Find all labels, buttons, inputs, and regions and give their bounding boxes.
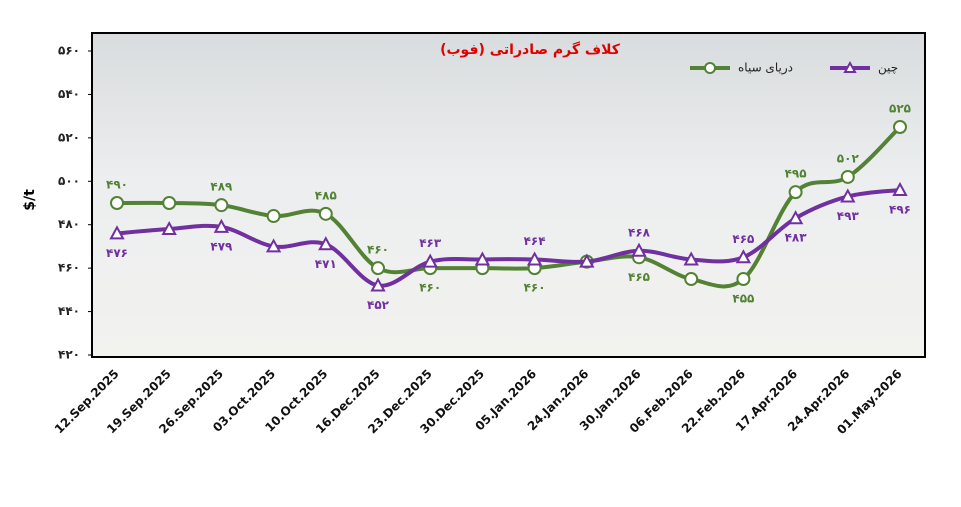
value-label: ۴۵۵ [732,292,754,306]
series-line [116,187,901,288]
legend-label: چین [878,61,898,76]
value-label: ۴۸۹ [210,180,233,194]
point [213,218,230,233]
point [266,209,281,224]
point [526,251,543,266]
value-label: ۴۶۰ [367,243,389,257]
point [109,225,125,240]
value-label: ۴۶۸ [628,225,651,239]
value-label: ۴۵۲ [367,298,390,312]
y-tick-label: ۵۶۰ [58,44,80,58]
point [162,196,177,210]
point [110,196,124,210]
point [214,198,229,213]
y-tick-label: ۵۲۰ [58,130,80,144]
point [422,253,438,268]
y-tick-label: ۴۸۰ [58,217,80,231]
value-label: ۴۷۱ [315,257,337,271]
value-label: ۴۷۹ [210,239,233,253]
y-axis-label: $/t [22,189,38,211]
y-tick-label: ۵۴۰ [58,87,80,101]
point [787,210,804,225]
chart-title: کلاف گرم صادراتی (فوب) [440,41,621,58]
value-label: ۴۶۳ [419,236,442,250]
point [370,277,386,292]
value-label: ۴۸۵ [315,188,337,202]
point [631,242,647,257]
y-tick-label: ۵۰۰ [58,174,80,188]
point [892,181,908,196]
y-tick-label: ۴۴۰ [58,304,80,318]
value-label: ۵۰۲ [837,151,860,165]
series-line [116,125,902,289]
point [318,236,334,251]
point [840,169,855,184]
point [371,261,385,276]
value-label: ۴۶۴ [524,234,546,248]
point [161,220,177,236]
point [684,272,699,286]
value-label: ۴۹۶ [889,202,911,216]
point [318,206,333,221]
y-tick-label: ۴۶۰ [58,261,80,275]
value-label: ۴۶۵ [628,270,650,284]
point [474,251,491,266]
value-label: ۴۹۵ [785,167,807,181]
point [736,272,751,286]
point [893,120,907,134]
point [735,249,752,264]
point [788,185,803,200]
y-tick-label: ۴۲۰ [58,348,80,362]
value-label: ۴۹۳ [837,209,860,223]
point [265,238,282,253]
value-label: ۴۶۰ [524,281,546,295]
legend-marker [843,60,857,73]
value-label: ۵۲۵ [889,102,911,116]
point [683,251,699,266]
value-label: ۴۶۰ [419,281,441,295]
point [579,253,595,268]
value-label: ۴۸۳ [785,231,808,245]
plot-area [91,32,926,358]
value-label: ۴۹۰ [106,178,128,192]
legend-marker [704,62,716,74]
value-label: ۴۷۶ [106,246,128,260]
point [840,188,856,203]
value-label: ۴۶۵ [732,232,754,246]
legend-label: دریای سیاه [738,61,793,76]
